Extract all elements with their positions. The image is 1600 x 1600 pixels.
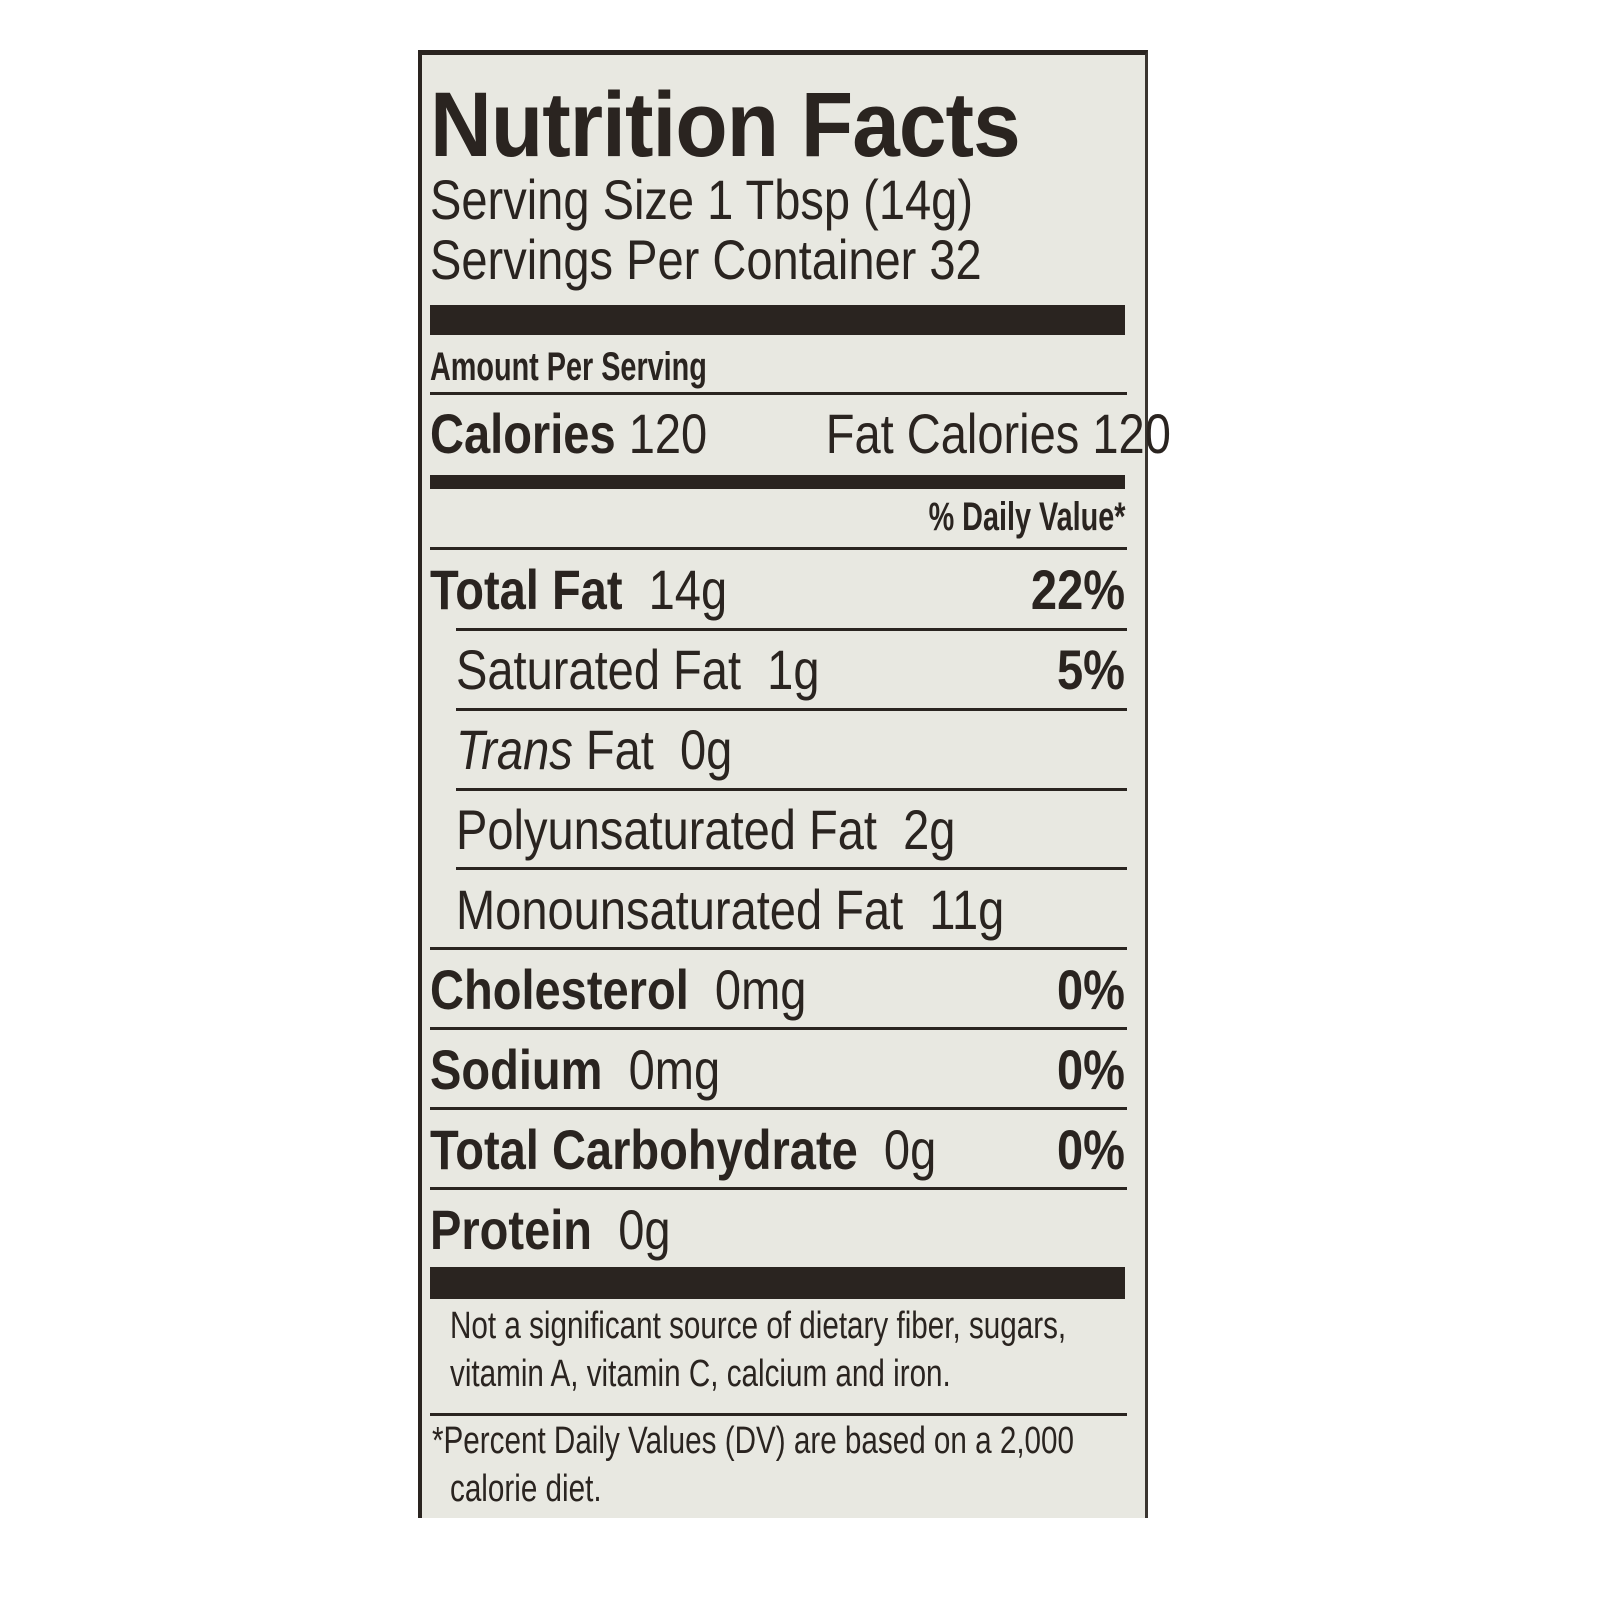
nutrient-amount: 2g <box>903 798 956 861</box>
footnote-2-line-1: *Percent Daily Values (DV) are based on … <box>432 1420 1125 1463</box>
nutrient-amount: 0g <box>618 1198 671 1261</box>
nutrient-amount: 0g <box>679 718 733 781</box>
footnote-text: calorie diet. <box>450 1468 602 1510</box>
nutrient-row-cholesterol: Cholesterol 0mg 0% <box>430 957 1125 1022</box>
footnote-text: *Percent Daily Values (DV) are based on … <box>432 1420 1075 1462</box>
nutrient-amount: 1g <box>767 638 820 701</box>
medium-divider <box>430 475 1125 489</box>
nutrient-row-polyunsaturated-fat: Polyunsaturated Fat 2g <box>456 797 1125 862</box>
nutrient-dv: 0% <box>1057 958 1125 1021</box>
serving-size-row: Serving Size 1 Tbsp (14g) <box>430 167 1125 232</box>
nutrient-row-sodium: Sodium 0mg 0% <box>430 1037 1125 1102</box>
nutrient-dv: 0% <box>1057 1118 1125 1181</box>
nutrient-row-total-fat: Total Fat 14g 22% <box>430 557 1125 622</box>
daily-value-header: % Daily Value* <box>928 495 1125 539</box>
dv-header-row: % Daily Value* <box>430 495 1125 540</box>
calories-row: Calories 120 Fat Calories 120 <box>430 401 1171 466</box>
nutrient-label: Saturated Fat <box>456 638 742 701</box>
calories-value: 120 <box>628 402 708 465</box>
nutrient-label: Cholesterol <box>430 958 689 1021</box>
footnote-1-line-1: Not a significant source of dietary fibe… <box>450 1305 1125 1348</box>
nutrient-label: Polyunsaturated Fat <box>456 798 877 861</box>
servings-row: Servings Per Container 32 <box>430 227 1125 292</box>
nutrient-row-trans-fat: Trans Fat 0g <box>456 717 1125 782</box>
nutrient-dv: 5% <box>1057 638 1125 701</box>
nutrient-dv: 22% <box>1030 558 1125 621</box>
divider <box>430 1107 1127 1110</box>
title-row: Nutrition Facts <box>430 73 1125 178</box>
footnote-2-line-2: calorie diet. <box>450 1468 1125 1511</box>
nutrient-label-rest: Fat <box>585 718 654 781</box>
nutrient-amount: 0g <box>883 1118 937 1181</box>
divider <box>430 1027 1127 1030</box>
nutrient-amount: 11g <box>929 878 1005 941</box>
divider <box>456 788 1127 791</box>
divider <box>430 1187 1127 1190</box>
divider <box>430 1413 1127 1416</box>
nutrient-label: Total Fat <box>430 558 623 621</box>
nutrient-label: Monounsaturated Fat <box>456 878 904 941</box>
nutrient-amount: 0mg <box>714 958 807 1021</box>
divider <box>456 628 1127 631</box>
footnote-1-line-2: vitamin A, vitamin C, calcium and iron. <box>450 1353 1125 1396</box>
nutrient-row-monounsaturated-fat: Monounsaturated Fat 11g <box>456 877 1125 942</box>
nutrient-row-protein: Protein 0g <box>430 1197 1125 1262</box>
footnote-text: Not a significant source of dietary fibe… <box>450 1305 1067 1347</box>
nutrient-label: Sodium <box>430 1038 603 1101</box>
thick-divider <box>430 1267 1125 1299</box>
amount-per-serving: Amount Per Serving <box>430 345 707 389</box>
divider <box>430 547 1127 550</box>
nutrient-row-saturated-fat: Saturated Fat 1g 5% <box>456 637 1125 702</box>
nutrient-amount: 14g <box>648 558 728 621</box>
divider <box>456 867 1127 870</box>
divider <box>430 392 1127 395</box>
nutrient-amount: 0mg <box>628 1038 721 1101</box>
nutrient-label: Protein <box>430 1198 593 1261</box>
thick-divider <box>430 305 1125 335</box>
nutrient-label: Total Carbohydrate <box>430 1118 858 1181</box>
serving-size: Serving Size 1 Tbsp (14g) <box>430 168 973 231</box>
divider <box>430 947 1127 950</box>
title: Nutrition Facts <box>430 74 1021 176</box>
divider <box>456 708 1127 711</box>
amount-row: Amount Per Serving <box>430 345 1125 390</box>
fat-calories-label: Fat Calories <box>825 402 1080 465</box>
nutrient-row-total-carbohydrate: Total Carbohydrate 0g 0% <box>430 1117 1125 1182</box>
fat-calories-value: 120 <box>1092 402 1171 465</box>
calories-label: Calories <box>430 402 616 465</box>
nutrient-label: Trans <box>456 718 573 781</box>
nutrient-dv: 0% <box>1057 1038 1125 1101</box>
footnote-text: vitamin A, vitamin C, calcium and iron. <box>450 1353 951 1395</box>
servings-per-container: Servings Per Container 32 <box>430 228 982 291</box>
nutrition-facts-label: Nutrition Facts Serving Size 1 Tbsp (14g… <box>418 50 1171 1518</box>
